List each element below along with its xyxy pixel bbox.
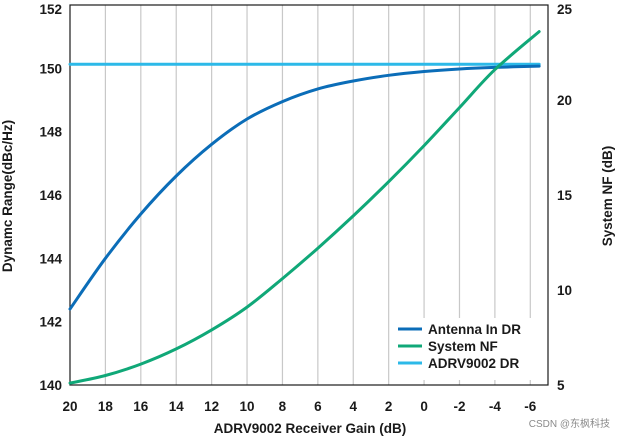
- legend-label-adrv9002-dr: ADRV9002 DR: [428, 356, 520, 371]
- series-line-antenna-in-dr: [68, 64, 541, 311]
- y-left-tick-label: 152: [39, 2, 62, 17]
- y-right-tick-labels: 5 10 15 20 25: [557, 2, 573, 393]
- x-tick-label: -2: [453, 399, 465, 414]
- y-left-tick-label: 150: [39, 61, 62, 76]
- series-layer: [68, 30, 541, 385]
- y-right-tick-label: 15: [557, 188, 573, 203]
- x-tick-label: -4: [489, 399, 501, 414]
- y-left-tick-label: 146: [39, 188, 62, 203]
- y-right-tick-label: 25: [557, 2, 573, 17]
- x-tick-label: 2: [385, 399, 393, 414]
- y-right-axis-label: System NF (dB): [600, 146, 615, 247]
- x-tick-labels: 20 18 16 14 12 10 8 6 4 2 0 -2 -4 -6: [62, 399, 536, 414]
- x-axis-label: ADRV9002 Receiver Gain (dB): [214, 421, 407, 436]
- legend: Antenna In DR System NF ADRV9002 DR: [392, 318, 535, 380]
- x-tick-label: 14: [169, 399, 185, 414]
- y-left-tick-label: 140: [39, 378, 62, 393]
- series-line-system-nf: [68, 30, 541, 385]
- x-tick-label: 10: [240, 399, 255, 414]
- y-right-tick-label: 20: [557, 93, 572, 108]
- y-right-tick-label: 5: [557, 378, 565, 393]
- watermark: CSDN @东枫科技: [529, 417, 610, 430]
- x-tick-label: 0: [420, 399, 428, 414]
- x-tick-label: -6: [524, 399, 536, 414]
- x-tick-label: 12: [204, 399, 219, 414]
- x-tick-label: 18: [98, 399, 114, 414]
- y-left-axis-label: Dynamc Range(dBc/Hz): [0, 120, 15, 272]
- y-left-tick-labels: 140 142 144 146 148 150 152: [39, 2, 62, 393]
- y-right-tick-label: 10: [557, 283, 572, 298]
- x-tick-label: 4: [350, 399, 358, 414]
- y-left-tick-label: 144: [39, 251, 62, 266]
- legend-label-system-nf: System NF: [428, 339, 498, 354]
- x-tick-label: 16: [133, 399, 149, 414]
- x-tick-label: 8: [279, 399, 287, 414]
- legend-label-antenna-in-dr: Antenna In DR: [428, 322, 521, 337]
- y-left-tick-label: 142: [39, 315, 62, 330]
- plot-frame: [69, 4, 549, 386]
- x-tick-label: 6: [314, 399, 322, 414]
- x-tick-label: 20: [62, 399, 77, 414]
- y-left-tick-label: 148: [39, 125, 62, 140]
